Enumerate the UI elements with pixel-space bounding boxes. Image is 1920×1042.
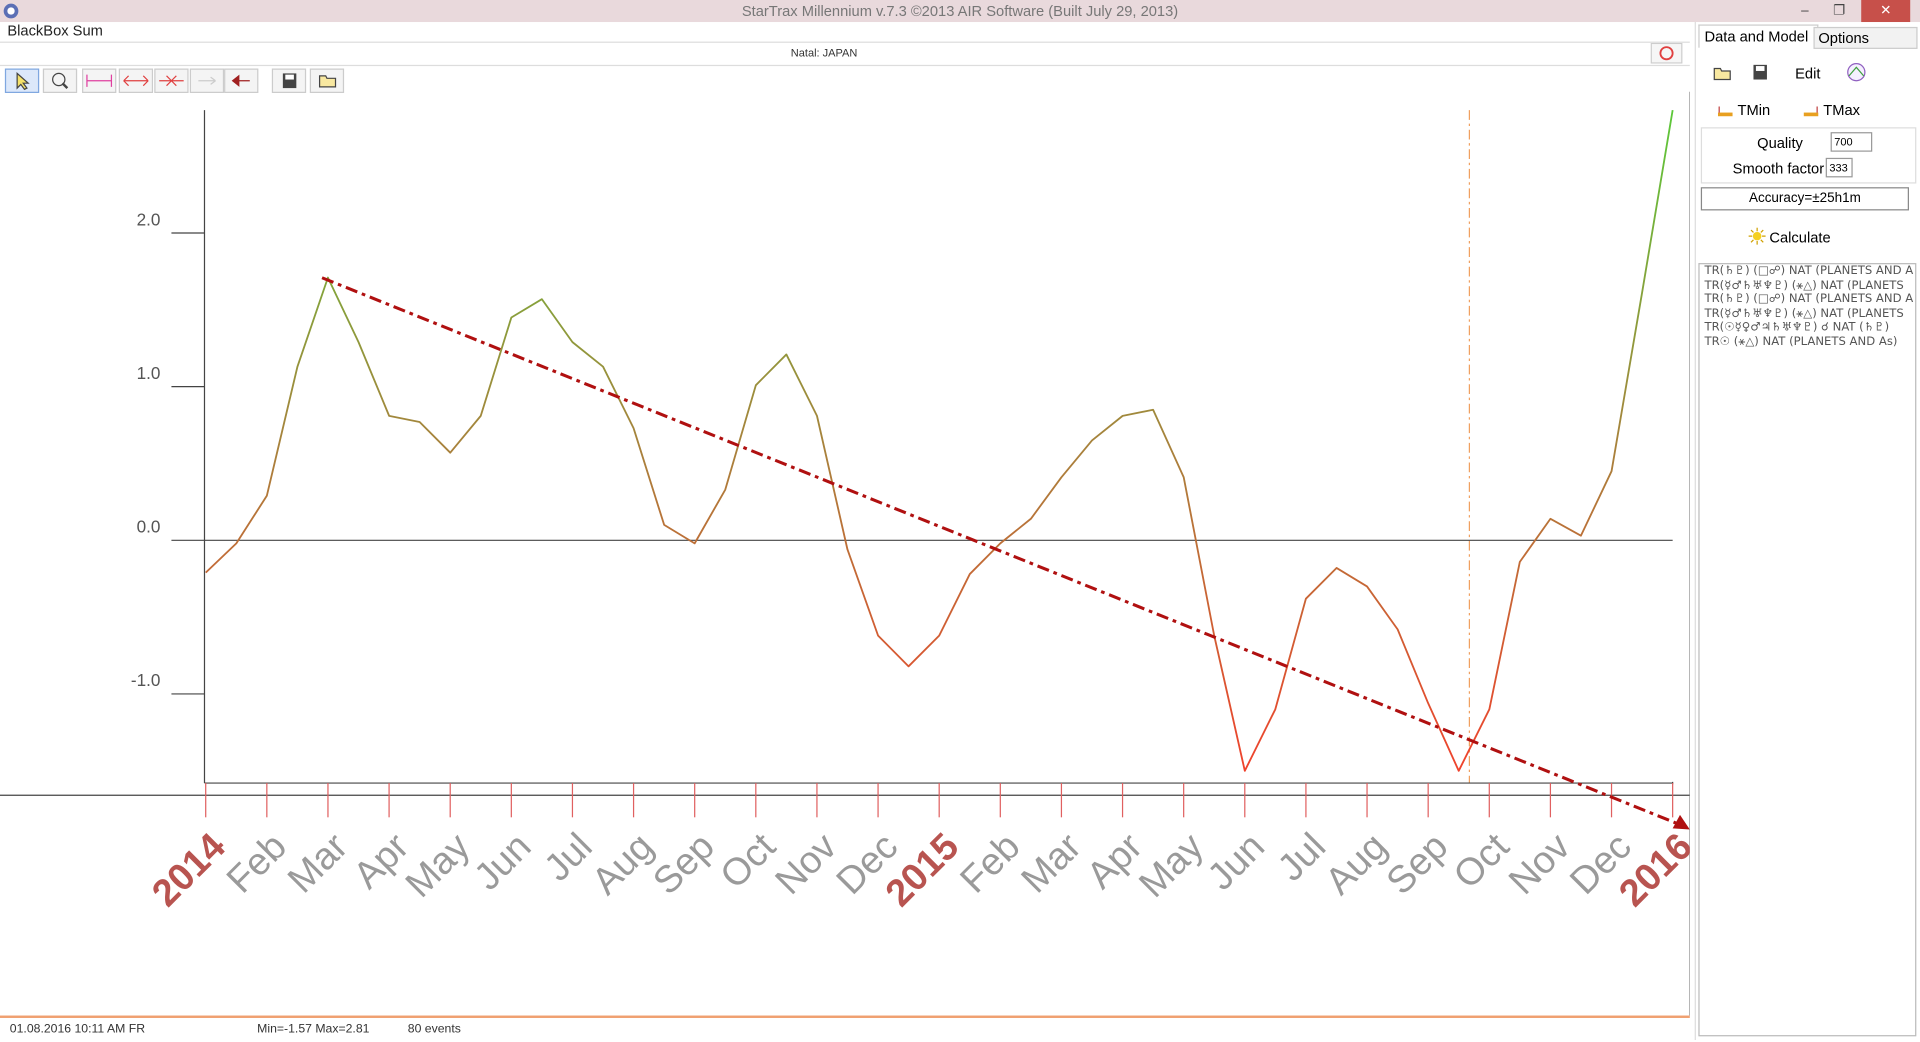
quality-label: Quality xyxy=(1757,134,1803,152)
tmin-button[interactable]: TMin xyxy=(1737,101,1771,119)
list-item[interactable]: TR☉ (⚹△) NAT (PLANETS AND As) xyxy=(1704,334,1898,349)
x-tick-label: Mar xyxy=(1014,826,1090,902)
x-tick-label: Mar xyxy=(280,826,356,902)
x-tick-label: May xyxy=(398,826,478,906)
y-tick-label: 0.0 xyxy=(137,517,161,537)
tab[interactable]: Data and Model xyxy=(1698,24,1819,48)
minimize-button[interactable]: – xyxy=(1801,3,1809,19)
list-item[interactable]: TR(☿♂♄♅♆♇) (⚹△) NAT (PLANETS xyxy=(1704,306,1904,320)
save-icon[interactable] xyxy=(1752,64,1769,81)
window-title: StarTrax Millennium v.7.3 ©2013 AIR Soft… xyxy=(741,2,1179,20)
quality-input[interactable]: 700 xyxy=(1830,132,1873,152)
tmax-button[interactable]: TMax xyxy=(1823,101,1861,119)
title-bar: StarTrax Millennium v.7.3 ©2013 AIR Soft… xyxy=(0,0,1920,23)
smooth-label: Smooth factor xyxy=(1732,160,1825,178)
accuracy-box: Accuracy=±25h1m xyxy=(1700,187,1909,211)
list-item[interactable]: TR(☿♂♄♅♆♇) (⚹△) NAT (PLANETS xyxy=(1704,278,1904,292)
status-bar: 01.08.2016 10:11 AM FR Min=-1.57 Max=2.8… xyxy=(0,1015,1690,1042)
tmin-icon[interactable] xyxy=(1717,105,1733,117)
edit-button[interactable]: Edit xyxy=(1795,64,1821,82)
open-icon[interactable] xyxy=(1713,65,1733,82)
tmax-icon[interactable] xyxy=(1803,105,1819,117)
status-events: 80 events xyxy=(407,1022,461,1037)
app-icon xyxy=(3,3,19,19)
y-tick-label: 2.0 xyxy=(137,209,161,229)
status-date: 01.08.2016 10:11 AM FR xyxy=(9,1022,146,1037)
tab[interactable]: Options xyxy=(1813,26,1918,49)
save-tool[interactable] xyxy=(271,68,307,93)
zoom-tool[interactable] xyxy=(42,68,78,93)
sidebar: Data and Model Options Edit TMin TMax Qu… xyxy=(1694,22,1920,1041)
x-tick-label: Sep xyxy=(645,826,722,903)
fit-tool[interactable] xyxy=(82,68,117,93)
close-button[interactable]: ✕ xyxy=(1861,0,1911,23)
forward-tool[interactable] xyxy=(189,68,225,93)
x-tick-label: Feb xyxy=(219,826,295,902)
x-tick-label: Sep xyxy=(1379,826,1456,903)
x-tick-label: Aug xyxy=(584,826,661,903)
panel-subtitle: Natal: JAPAN xyxy=(790,46,858,59)
aspect-list: TR(♄♇) (□☍) NAT (PLANETS AND A TR(☿♂♄♅♆♇)… xyxy=(1698,263,1917,1037)
expand-tool[interactable] xyxy=(118,68,154,93)
chart: -1.00.01.02.02014FebMarAprMayJunJulAugSe… xyxy=(0,91,1690,1016)
x-tick-label: Feb xyxy=(952,826,1028,902)
x-tick-label: Oct xyxy=(712,825,784,897)
x-tick-label: May xyxy=(1131,826,1211,906)
restore-button[interactable]: ❐ xyxy=(1833,3,1846,19)
x-tick-label: Nov xyxy=(768,826,845,903)
x-tick-label: Oct xyxy=(1446,825,1518,897)
y-tick-label: -1.0 xyxy=(131,670,161,690)
x-tick-label: Nov xyxy=(1501,826,1578,903)
open-tool[interactable] xyxy=(309,68,345,93)
smooth-input[interactable]: 333 xyxy=(1825,157,1853,178)
back-tool[interactable] xyxy=(224,68,259,93)
panel-title: BlackBox Sum xyxy=(7,22,103,40)
chart-icon[interactable] xyxy=(1845,61,1867,83)
list-item[interactable]: TR(♄♇) (□☍) NAT (PLANETS AND A xyxy=(1704,264,1914,278)
x-tick-label: Jun xyxy=(1200,826,1273,899)
trend-line xyxy=(321,276,1681,827)
trend-arrowhead xyxy=(1672,814,1690,830)
settings-group xyxy=(1700,127,1917,184)
calculate-icon[interactable] xyxy=(1748,227,1766,245)
x-tick-label: Jun xyxy=(466,826,539,899)
status-range: Min=-1.57 Max=2.81 xyxy=(257,1022,370,1037)
list-item[interactable]: TR(☉☿♀♂♃♄♅♆♇) ☌ NAT (♄♇) xyxy=(1704,320,1890,335)
x-tick-label: Aug xyxy=(1318,826,1395,903)
y-tick-label: 1.0 xyxy=(137,363,161,383)
refresh-button[interactable] xyxy=(1650,42,1683,64)
shrink-tool[interactable] xyxy=(154,68,189,93)
panel-header xyxy=(0,41,1690,67)
select-tool[interactable] xyxy=(4,68,40,93)
list-item[interactable]: TR(♄♇) (□☍) NAT (PLANETS AND A xyxy=(1704,292,1914,306)
calculate-button[interactable]: Calculate xyxy=(1769,228,1831,246)
series-line xyxy=(205,109,1674,772)
